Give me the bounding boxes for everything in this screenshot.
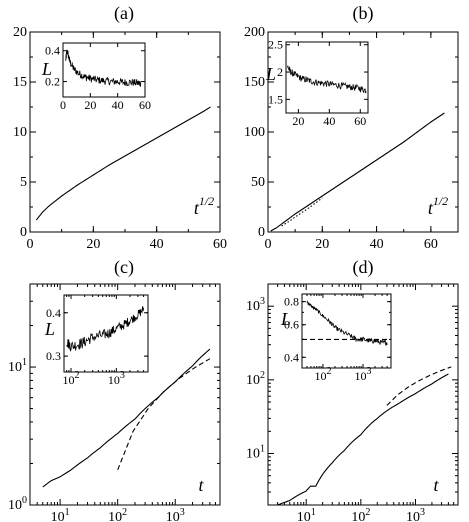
inset-x-tick-label: 0: [60, 98, 66, 112]
x-tick-label: 103: [166, 507, 185, 522]
y-tick-label: 200: [244, 25, 265, 40]
panel-label: (a): [114, 3, 134, 24]
inset-y-axis-label: L: [280, 309, 291, 329]
x-axis-label: t1/2: [428, 194, 448, 218]
inset-x-tick-label: 20: [292, 114, 304, 128]
inset-plot-frame: [285, 41, 369, 114]
inset-series-line-0: [66, 306, 144, 352]
x-tick-label: 102: [108, 507, 127, 522]
y-tick-label: 20: [13, 25, 27, 40]
y-tick-label: 5: [20, 175, 27, 190]
y-tick-label: 101: [8, 357, 27, 375]
y-tick-label: 10: [13, 125, 27, 140]
x-tick-label: 60: [213, 237, 227, 252]
panel-label: (c): [114, 257, 134, 278]
x-tick-label: 20: [315, 237, 329, 252]
inset-0: 0 20 40 60 0.2 0.4L: [41, 42, 151, 112]
series-line-0: [35, 106, 211, 221]
inset-x-tick-label: 40: [323, 114, 335, 128]
inset-y-tick-label: 2.5: [268, 38, 283, 52]
x-tick-label: 60: [424, 237, 438, 252]
inset-x-tick-label: 103: [355, 366, 372, 383]
series-line-1: [386, 366, 452, 406]
inset-x-tick-label: 60: [139, 98, 151, 112]
inset-y-tick-label: 0.4: [45, 44, 60, 58]
y-tick-label: 100: [244, 125, 265, 140]
inset-plot-frame: [301, 293, 392, 369]
panel-3: (d) 101 102 103 101 102 103 t 102 103 0.4 0.6 0.8L: [246, 257, 459, 522]
y-tick-label: 0: [258, 225, 265, 240]
x-tick-label: 101: [297, 507, 316, 522]
inset-series-line-0: [306, 300, 388, 346]
x-tick-label: 102: [351, 507, 370, 522]
x-tick-label: 40: [150, 237, 164, 252]
panel-1: (b) 0 20 40 60 0 50 100 150 200 t1/2 20 40 60 1.5 2 2.5 L: [244, 3, 459, 252]
inset-y-tick-label: 0.8: [284, 295, 299, 309]
inset-1: 20 40 60 1.5 2 2.5 L: [265, 38, 369, 128]
inset-y-tick-label: 0.6: [284, 318, 299, 332]
inset-x-tick-label: 20: [84, 98, 96, 112]
y-tick-label: 150: [244, 75, 265, 90]
y-tick-label: 101: [246, 444, 265, 462]
inset-series-line-0: [287, 65, 367, 94]
inset-y-tick-label: 0.4: [46, 306, 61, 320]
x-tick-label: 101: [51, 507, 70, 522]
inset-y-tick-label: 0.3: [46, 349, 61, 363]
series-line-0: [277, 373, 449, 505]
y-tick-label: 103: [246, 296, 265, 314]
inset-y-axis-label: L: [44, 319, 55, 339]
y-tick-label: 100: [8, 495, 27, 513]
x-tick-label: 20: [86, 237, 100, 252]
inset-y-tick-label: 0.2: [45, 75, 60, 89]
inset-x-tick-label: 102: [314, 366, 331, 383]
inset-x-tick-label: 40: [112, 98, 124, 112]
series-line-0: [270, 112, 445, 232]
y-tick-label: 102: [246, 370, 265, 388]
inset-plot-frame: [62, 42, 146, 98]
y-tick-label: 15: [13, 75, 27, 90]
inset-2: 102 103 0.3 0.4L: [44, 294, 149, 387]
panel-label: (d): [353, 257, 374, 278]
x-tick-label: 40: [370, 237, 384, 252]
inset-y-tick-label: 2: [277, 65, 283, 79]
x-tick-label: 0: [27, 237, 34, 252]
y-tick-label: 0: [20, 225, 27, 240]
x-axis-label: t: [433, 475, 439, 495]
x-tick-label: 0: [265, 237, 272, 252]
x-tick-label: 103: [406, 507, 425, 522]
inset-y-axis-label: L: [41, 59, 52, 79]
inset-x-tick-label: 103: [108, 370, 125, 387]
x-axis-label: t1/2: [194, 194, 214, 218]
inset-y-tick-label: 1.5: [268, 92, 283, 106]
panel-0: (a) 0 20 40 60 0 5 10 15 20 t1/2 0 20 40 60 0.2 0.4L: [13, 3, 227, 252]
inset-3: 102 103 0.4 0.6 0.8L: [280, 293, 392, 383]
inset-y-axis-label: L: [265, 64, 276, 84]
y-tick-label: 50: [251, 175, 265, 190]
inset-x-tick-label: 60: [354, 114, 366, 128]
x-axis-label: t: [198, 475, 204, 495]
panel-label: (b): [353, 3, 374, 24]
panel-2: (c) 101 102 103 100 101 t 102 103 0.3 0.4L: [8, 257, 221, 522]
inset-series-line-0: [65, 49, 142, 87]
series-line-1: [117, 358, 211, 471]
inset-x-tick-label: 102: [63, 370, 80, 387]
inset-y-tick-label: 0.4: [284, 350, 299, 364]
